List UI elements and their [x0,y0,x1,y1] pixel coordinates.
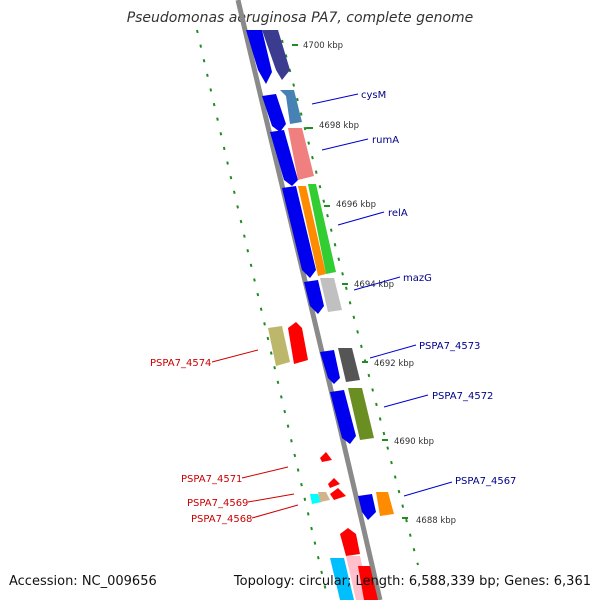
gene-red-3 [328,478,340,488]
gene-green [308,184,336,274]
genome-stats-text: Topology: circular; Length: 6,588,339 bp… [233,574,591,589]
gene-blue-5 [304,280,324,314]
gene-steelblue [280,90,302,124]
label-PSPA7_4567[interactable]: PSPA7_4567 [455,476,516,487]
reverse-gene-labels: PSPA7_4574 PSPA7_4571 PSPA7_4569 PSPA7_4… [150,349,299,525]
label-cysM[interactable]: cysM [361,90,386,101]
label-PSPA7_4572[interactable]: PSPA7_4572 [432,391,493,402]
tick-label-5: 4690 kbp [394,437,434,447]
gene-blue-2 [262,94,286,132]
gene-red-4 [330,488,346,500]
gene-red-2 [320,452,332,462]
label-PSPA7_4569[interactable]: PSPA7_4569 [187,498,248,509]
gene-cyan-bottom [330,558,354,600]
label-relA[interactable]: relA [388,208,408,219]
label-PSPA7_4571[interactable]: PSPA7_4571 [181,474,242,485]
gene-silver [320,278,342,312]
gene-red-6 [358,566,378,600]
right-dotted-track [281,39,419,566]
tick-label-2: 4696 kbp [336,200,376,210]
gene-blue-7 [330,390,356,444]
tick-label-1: 4698 kbp [319,121,359,131]
gene-tan-small [318,492,330,502]
gene-khaki [268,326,290,366]
gene-blue-6 [320,350,340,384]
gene-red-1 [288,322,308,364]
forward-gene-labels: cysM rumA relA mazG PSPA7_4573 PSPA7_457… [311,90,516,497]
gene-red-5 [340,528,360,556]
tick-label-3: 4694 kbp [354,280,394,290]
label-PSPA7_4574[interactable]: PSPA7_4574 [150,358,211,369]
tick-label-4: 4692 kbp [374,359,414,369]
label-mazG[interactable]: mazG [403,273,432,284]
gene-olive [348,388,374,440]
label-rumA[interactable]: rumA [372,135,399,146]
gene-orange [298,186,326,276]
gene-gray-dark [338,348,360,382]
gene-pink [288,128,314,180]
accession-text: Accession: NC_009656 [9,574,157,589]
gene-blue-4 [282,186,316,278]
gene-blue-1 [246,30,272,84]
gene-orange-2 [376,492,394,516]
ticks: 4700 kbp 4698 kbp 4696 kbp 4694 kbp 4692… [292,41,456,526]
gene-purple-1 [262,30,290,80]
gene-blue-8 [358,494,376,520]
tick-label-6: 4688 kbp [416,516,456,526]
forward-genes [246,30,394,600]
gene-blue-3 [270,130,298,186]
tick-label-0: 4700 kbp [303,41,343,51]
reverse-genes [268,322,378,600]
map-title: Pseudomonas aeruginosa PA7, complete gen… [126,10,474,26]
label-PSPA7_4573[interactable]: PSPA7_4573 [419,341,480,352]
label-PSPA7_4568[interactable]: PSPA7_4568 [191,514,252,525]
